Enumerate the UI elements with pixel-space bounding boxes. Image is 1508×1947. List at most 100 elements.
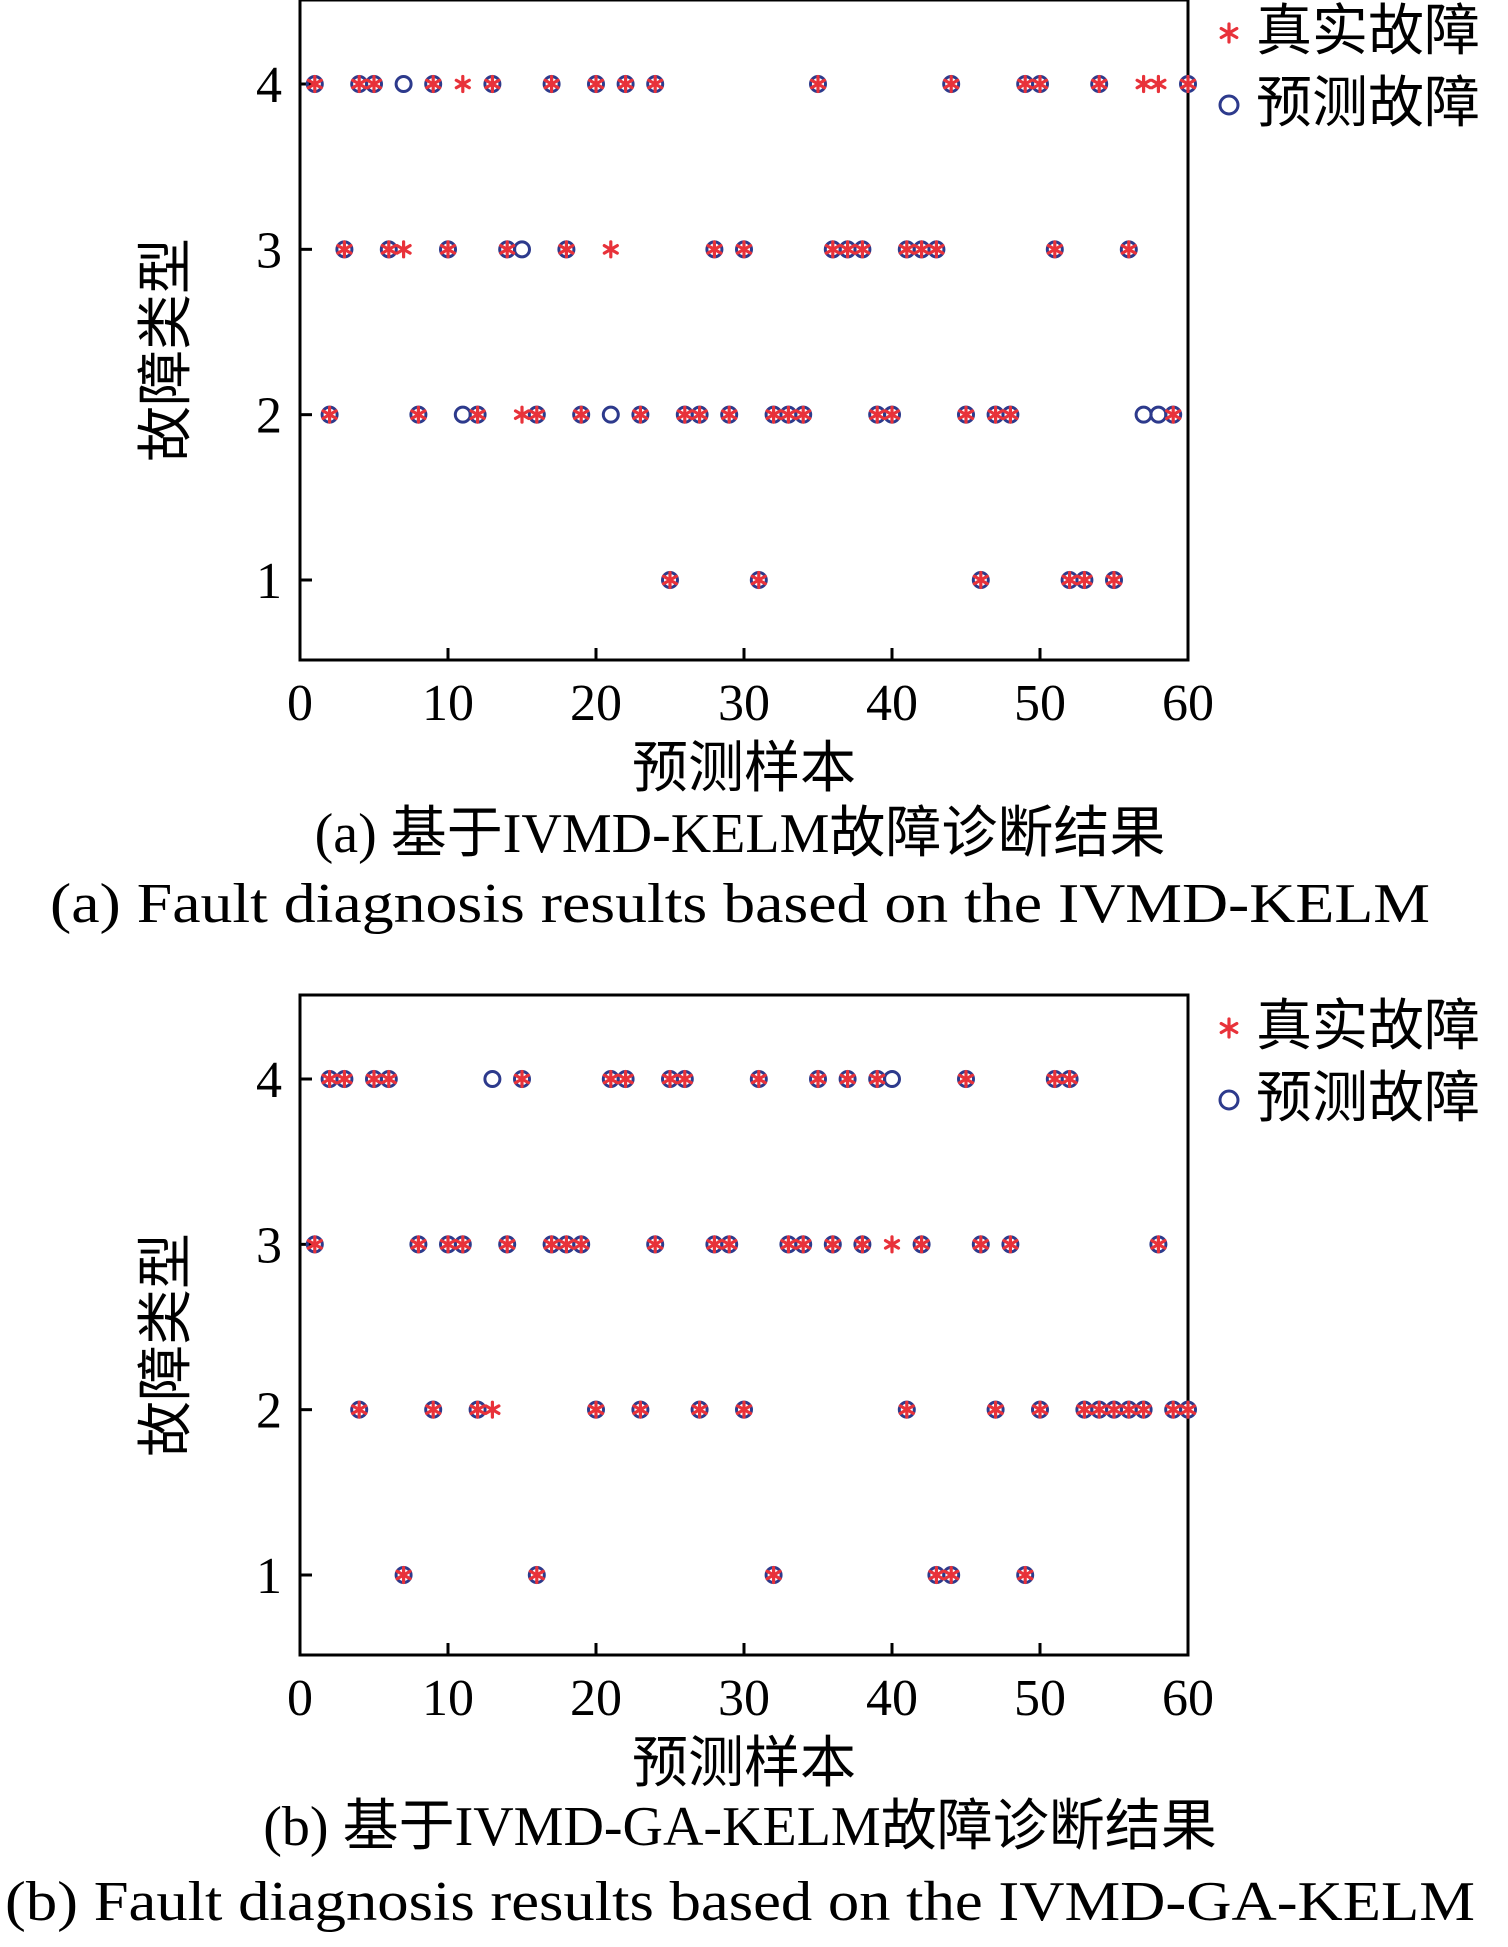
true-fault-point	[661, 1069, 679, 1089]
x-axis-label: 预测样本	[632, 736, 856, 801]
caption-en: (b) Fault diagnosis results based on the…	[5, 1871, 1475, 1933]
true-fault-point	[869, 405, 886, 424]
true-fault-point	[691, 1400, 708, 1419]
true-fault-point	[676, 1069, 693, 1089]
true-fault-point	[543, 1235, 560, 1254]
true-fault-point	[1165, 1400, 1182, 1419]
true-fault-point	[306, 1235, 323, 1254]
true-fault-point	[351, 74, 368, 94]
x-tick-label: 60	[1162, 1670, 1214, 1727]
x-tick-label: 20	[570, 1670, 622, 1727]
true-fault-point	[676, 405, 693, 424]
true-fault-point	[957, 1069, 975, 1089]
true-fault-point	[1120, 1400, 1137, 1419]
true-fault-point	[573, 405, 590, 424]
true-fault-point	[721, 405, 738, 424]
true-fault-point	[972, 1235, 989, 1254]
predicted-fault-point	[483, 1070, 502, 1088]
predicted-fault-point	[1134, 405, 1153, 424]
true-fault-point	[573, 1235, 590, 1254]
predicted-fault-point	[601, 405, 620, 424]
x-tick-label: 40	[866, 675, 918, 732]
y-tick-label: 2	[256, 1383, 282, 1440]
true-fault-point	[809, 74, 827, 94]
true-fault-point	[425, 74, 442, 94]
x-tick-label: 10	[422, 675, 474, 732]
legend-predicted-fault-icon	[1218, 1089, 1240, 1111]
true-fault-point	[1031, 1400, 1049, 1419]
true-fault-point	[854, 240, 871, 259]
predicted-fault-point	[394, 75, 413, 93]
true-fault-point	[1076, 570, 1093, 590]
x-tick-label: 40	[866, 1670, 918, 1727]
true-fault-point	[1046, 1069, 1063, 1089]
true-fault-point	[735, 240, 753, 259]
x-tick-label: 0	[287, 675, 313, 732]
true-fault-point	[587, 1400, 605, 1419]
true-fault-point	[336, 240, 353, 259]
x-tick-label: 0	[287, 1670, 313, 1727]
true-fault-point	[454, 74, 471, 94]
true-fault-point	[632, 405, 649, 424]
y-axis-label: 故障类型	[134, 1233, 199, 1457]
true-fault-point	[1091, 74, 1108, 94]
true-fault-point	[1061, 1069, 1078, 1089]
true-fault-point	[1165, 405, 1182, 424]
x-tick-label: 30	[718, 675, 770, 732]
true-fault-point	[780, 405, 797, 424]
true-fault-point	[469, 1400, 486, 1419]
true-fault-point	[809, 1069, 827, 1089]
true-fault-point	[765, 1565, 782, 1585]
true-fault-point	[706, 240, 723, 259]
true-fault-point	[735, 1400, 753, 1419]
x-tick-label: 30	[718, 1670, 770, 1727]
true-fault-point	[1105, 1400, 1123, 1419]
predicted-fault-point	[1149, 405, 1168, 424]
x-tick-label: 10	[422, 1670, 474, 1727]
true-fault-point	[987, 405, 1004, 424]
true-fault-point	[824, 240, 841, 259]
true-fault-point	[987, 1400, 1004, 1419]
legend-true-fault-icon	[1219, 1017, 1239, 1039]
true-fault-point	[410, 1235, 427, 1254]
true-fault-point	[706, 1235, 723, 1254]
true-fault-point	[661, 570, 679, 590]
y-tick-label: 3	[256, 222, 282, 279]
true-fault-point	[528, 1565, 545, 1585]
true-fault-point	[780, 1235, 797, 1254]
true-fault-point	[913, 1235, 930, 1254]
y-tick-label: 2	[256, 388, 282, 445]
true-fault-point	[1091, 1400, 1108, 1419]
true-fault-point	[425, 1400, 442, 1419]
true-fault-point	[336, 1069, 353, 1089]
true-fault-point	[558, 1235, 575, 1254]
caption-en: (a) Fault diagnosis results based on the…	[50, 873, 1430, 935]
true-fault-point	[365, 1069, 383, 1089]
true-fault-point	[513, 405, 531, 424]
true-fault-point	[395, 1565, 412, 1585]
true-fault-point	[1150, 1235, 1167, 1254]
true-fault-point	[321, 405, 338, 424]
true-fault-point	[721, 1235, 738, 1254]
caption-cn: (a) 基于IVMD-KELM故障诊断结果	[315, 803, 1166, 865]
true-fault-point	[1135, 1400, 1152, 1419]
true-fault-point	[439, 240, 457, 259]
true-fault-point	[1002, 1235, 1019, 1254]
y-tick-label: 1	[256, 1548, 282, 1605]
true-fault-point	[306, 74, 323, 94]
plot-frame	[298, 0, 1190, 662]
legend-predicted-fault-icon	[1218, 94, 1240, 116]
true-fault-point	[380, 240, 397, 259]
true-fault-point	[795, 405, 812, 424]
y-tick-label: 4	[256, 1052, 282, 1109]
x-tick-label: 60	[1162, 675, 1214, 732]
true-fault-point	[1017, 74, 1034, 94]
true-fault-point	[513, 1069, 531, 1089]
true-fault-point	[943, 74, 960, 94]
legend-true-fault-label: 真实故障	[1256, 0, 1480, 64]
predicted-fault-point	[883, 1070, 901, 1088]
